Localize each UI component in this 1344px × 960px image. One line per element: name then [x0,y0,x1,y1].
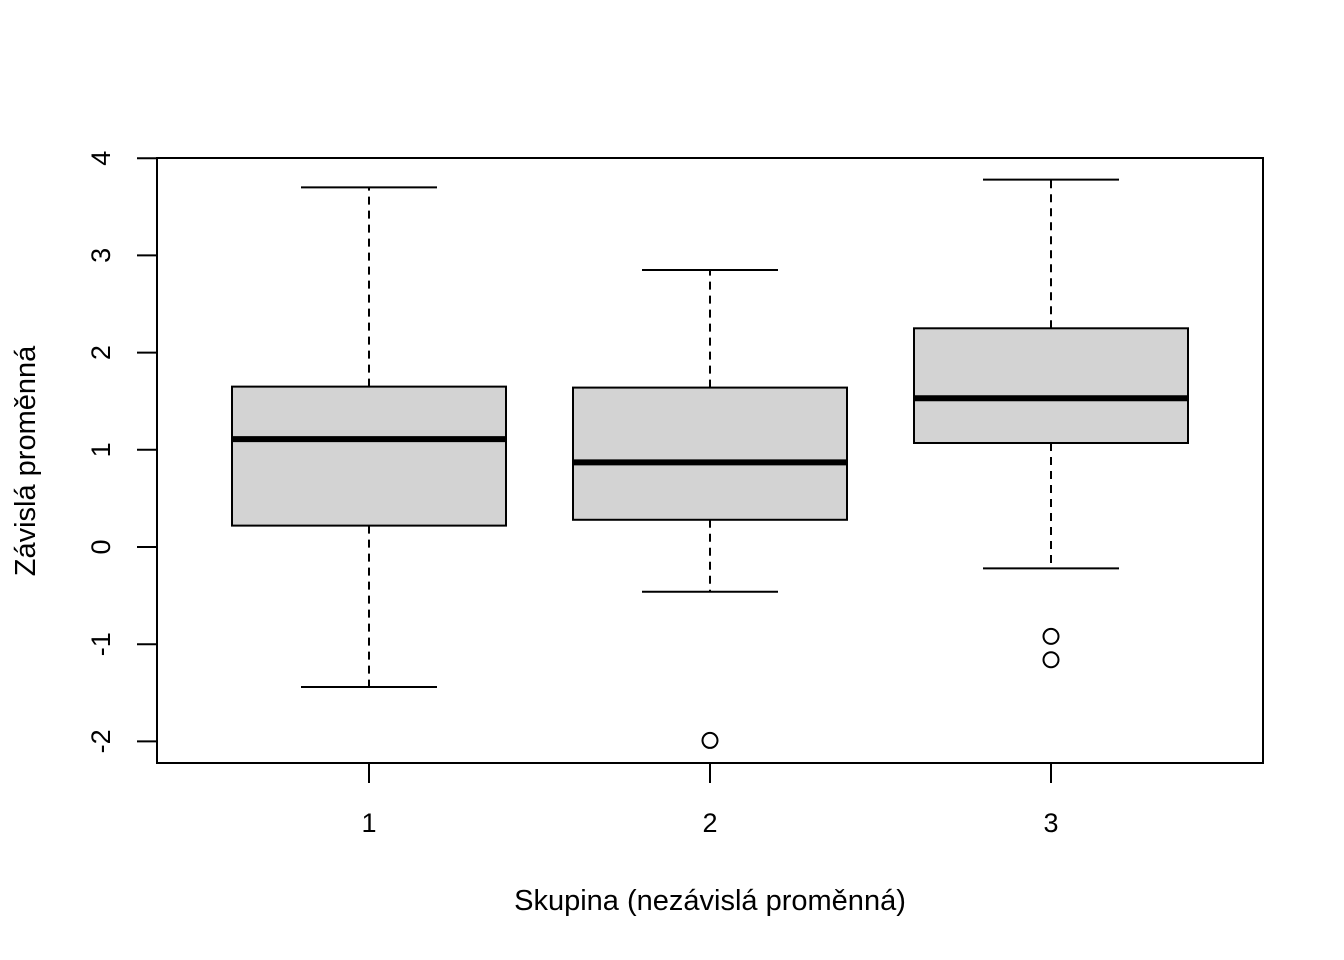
x-axis: 1 2 3 [361,762,1059,838]
outlier-point [701,731,719,749]
iqr-box [231,385,507,527]
box-group-3 [913,178,1189,669]
y-tick-label: -2 [86,729,116,753]
y-tick-label: 3 [86,248,116,263]
outlier-point [1042,627,1060,645]
iqr-box [572,386,848,521]
y-tick-label: 2 [86,345,116,360]
y-tick-label: 1 [86,442,116,457]
x-tick-label: 3 [1043,808,1058,838]
x-tick-label: 1 [361,808,376,838]
y-axis-title: Závislá proměnná [10,345,42,576]
y-tick-label: 4 [86,151,116,166]
x-axis-title: Skupina (nezávislá proměnná) [514,885,906,917]
box-group-1 [231,186,507,688]
x-tick-label: 2 [702,808,717,838]
box-group-2 [572,268,848,749]
y-tick-label: -1 [86,632,116,656]
y-tick-label: 0 [86,539,116,554]
y-axis: -2 -1 0 1 2 3 4 [86,151,158,753]
boxes-layer [231,178,1189,749]
iqr-box [913,327,1189,444]
outlier-point [1042,651,1060,669]
